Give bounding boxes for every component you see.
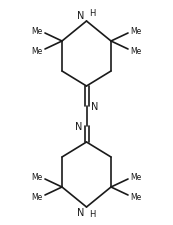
Text: N: N (90, 101, 98, 112)
Text: H: H (89, 209, 95, 218)
Text: Me: Me (32, 193, 43, 202)
Text: Me: Me (32, 47, 43, 56)
Text: N: N (75, 122, 83, 131)
Text: Me: Me (130, 193, 141, 202)
Text: N: N (77, 207, 84, 217)
Text: Me: Me (130, 47, 141, 56)
Text: H: H (89, 9, 95, 18)
Text: Me: Me (130, 173, 141, 182)
Text: Me: Me (130, 27, 141, 36)
Text: Me: Me (32, 173, 43, 182)
Text: Me: Me (32, 27, 43, 36)
Text: N: N (77, 11, 84, 21)
